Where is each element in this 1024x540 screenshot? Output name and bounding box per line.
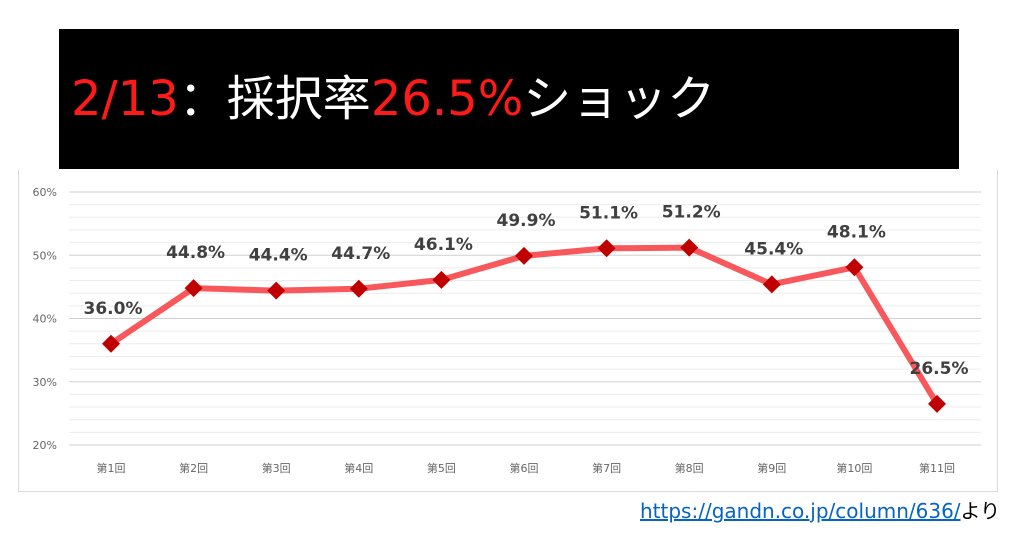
data-point-marker [597, 239, 616, 258]
data-label: 51.1% [579, 203, 638, 223]
data-point-marker [928, 394, 946, 413]
data-label: 46.1% [414, 235, 473, 255]
data-point-marker [515, 246, 533, 265]
data-label: 48.1% [827, 222, 886, 242]
title-date: 2/13 [71, 71, 179, 127]
data-point-marker [349, 279, 368, 298]
data-label: 44.8% [166, 243, 225, 263]
x-tick-label: 第6回 [510, 461, 539, 475]
x-tick-label: 第3回 [262, 461, 291, 475]
x-tick-label: 第7回 [592, 461, 621, 475]
y-tick-label: 40% [33, 313, 57, 326]
data-label: 49.9% [497, 211, 556, 231]
title-suffix: ショック [523, 71, 716, 127]
data-point-marker [102, 334, 120, 353]
x-tick-label: 第10回 [836, 461, 872, 475]
data-point-marker [432, 270, 451, 289]
x-tick-label: 第9回 [757, 461, 786, 475]
x-tick-label: 第5回 [427, 461, 456, 475]
series-line [108, 244, 940, 407]
data-point-marker [184, 279, 203, 298]
chart-frame: 20% 30% 40% 50% 60% 第1回 第2回 第3回 第4回 第5回 第6回 第7回 第8回 第… [18, 170, 998, 492]
data-point-marker [845, 258, 864, 277]
data-label: 26.5% [910, 359, 969, 379]
data-label: 45.4% [744, 239, 803, 259]
x-tick-label: 第2回 [179, 461, 208, 475]
y-tick-label: 30% [33, 376, 57, 389]
data-point-marker [762, 275, 781, 294]
title-banner: 2/13：採択率26.5%ショック [59, 29, 959, 169]
data-label: 44.7% [331, 244, 390, 264]
source-link[interactable]: https://gandn.co.jp/column/636/ [640, 499, 961, 523]
page-title: 2/13：採択率26.5%ショック [71, 75, 715, 123]
data-point-marker [267, 281, 286, 300]
title-rate: 26.5% [370, 71, 524, 127]
y-tick-label: 20% [33, 439, 57, 452]
data-label: 44.4% [249, 246, 308, 266]
x-tick-label: 第8回 [675, 461, 704, 475]
x-tick-label: 第4回 [344, 461, 373, 475]
data-label: 36.0% [84, 299, 143, 319]
y-tick-label: 60% [33, 186, 57, 199]
line-chart: 20% 30% 40% 50% 60% 第1回 第2回 第3回 第4回 第5回 第6回 第7回 第8回 第… [33, 186, 981, 475]
data-label: 51.2% [662, 203, 721, 223]
source-line: https://gandn.co.jp/column/636/より [640, 495, 1000, 524]
source-suffix: より [960, 499, 1001, 523]
x-tick-label: 第1回 [97, 461, 126, 475]
title-separator: ：採択率 [178, 71, 371, 127]
data-point-marker [680, 238, 699, 257]
y-tick-label: 50% [33, 249, 57, 262]
x-tick-label: 第11回 [919, 461, 955, 475]
